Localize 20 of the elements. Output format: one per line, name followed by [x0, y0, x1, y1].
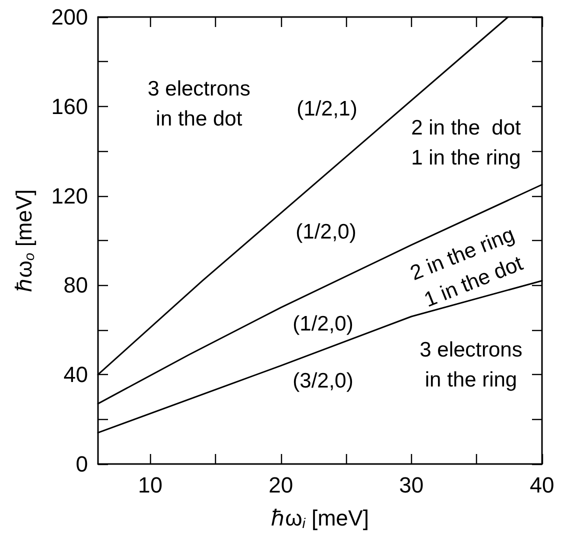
x-tick-label: 40 [530, 472, 554, 498]
annotation: (1/2,0) [296, 220, 356, 244]
y-tick-label: 0 [76, 452, 88, 476]
x-tick-label: 10 [138, 472, 162, 498]
annotation: (1/2,1) [296, 98, 358, 120]
y-tick-label: 40 [64, 362, 88, 388]
annotation: 3 electrons in the dot [148, 78, 250, 130]
annotation: 3 electrons in the ring [420, 338, 522, 392]
y-axis-title: ℏωo [meV] [12, 189, 37, 292]
y-tick-label: 120 [51, 183, 88, 208]
x-tick-label: 20 [268, 472, 294, 498]
y-tick-label: 80 [64, 272, 88, 298]
y-tick-label: 200 [51, 4, 88, 30]
annotation: (3/2,0) [292, 370, 354, 392]
x-tick-label: 30 [399, 472, 424, 498]
annotation: 2 in the dot 1 in the ring [411, 116, 522, 170]
annotation: (1/2,0) [292, 312, 354, 336]
x-axis-title: ℏωi [meV] [271, 506, 369, 531]
y-tick-label: 160 [51, 94, 88, 119]
annotation: 2 in the ring 1 in the dot [407, 223, 526, 312]
